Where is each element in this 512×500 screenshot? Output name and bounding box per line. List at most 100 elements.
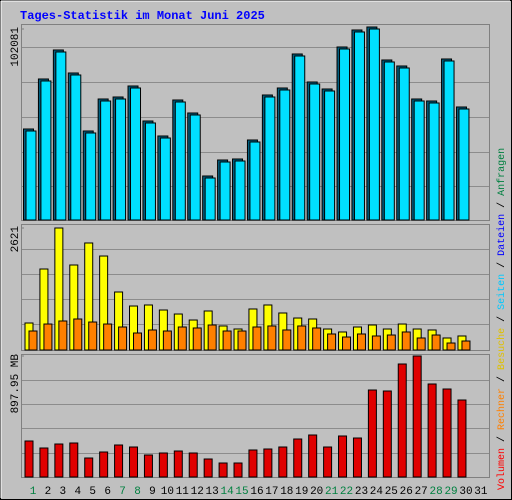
x-tick-label: 23 (355, 486, 368, 498)
bar (248, 449, 258, 478)
bar (282, 329, 292, 351)
x-tick-label: 14 (220, 486, 234, 498)
bar (371, 335, 381, 351)
bar (401, 331, 411, 351)
bar (342, 336, 352, 351)
bar (297, 325, 307, 351)
y-tick-label: 897.95 MB (10, 354, 22, 414)
legend-separator: / (496, 196, 508, 214)
bar (442, 388, 452, 478)
bar (73, 318, 83, 351)
bar (427, 383, 437, 478)
x-tick-label: 19 (295, 486, 308, 498)
bar (144, 122, 156, 221)
x-tick-label: 21 (325, 486, 339, 498)
bar (327, 333, 337, 351)
legend-separator: / (496, 370, 508, 388)
bar (188, 452, 198, 478)
x-tick-label: 27 (415, 486, 428, 498)
x-tick-label: 30 (459, 486, 472, 498)
bar (412, 355, 422, 478)
bar (43, 323, 53, 351)
bar (55, 51, 67, 221)
bar (88, 321, 98, 351)
x-tick-label: 8 (134, 486, 141, 498)
bar (398, 67, 410, 221)
bar (85, 132, 97, 221)
bar (308, 434, 318, 478)
bar (133, 332, 143, 351)
bar (84, 457, 94, 478)
bar (249, 141, 261, 221)
bar (383, 61, 395, 221)
bar (323, 446, 333, 478)
x-tick-label: 4 (74, 486, 81, 498)
x-tick-label: 29 (444, 486, 457, 498)
y-tick-label: 2621 (10, 226, 22, 253)
x-tick-label: 15 (235, 486, 248, 498)
legend-item: Volumen (496, 448, 508, 490)
x-tick-label: 1 (30, 486, 37, 498)
bar (413, 100, 425, 221)
bar (189, 114, 201, 221)
bar (237, 330, 247, 351)
x-tick-label: 10 (161, 486, 174, 498)
bar (204, 177, 216, 221)
bar (309, 83, 321, 221)
legend-item: Anfragen (496, 148, 508, 196)
bar (356, 333, 366, 351)
bar (446, 342, 456, 351)
x-tick-label: 24 (370, 486, 384, 498)
bar (293, 438, 303, 478)
bar (234, 160, 246, 221)
bar (312, 327, 322, 351)
bar (397, 363, 407, 478)
bar (118, 326, 128, 351)
bar (39, 447, 49, 478)
bar (25, 130, 37, 221)
bar (70, 74, 82, 221)
bar (28, 330, 38, 351)
legend-item: Seiten (496, 274, 508, 310)
x-tick-label: 2 (45, 486, 52, 498)
bar (386, 334, 396, 351)
x-tick-label: 16 (250, 486, 263, 498)
x-tick-label: 6 (104, 486, 111, 498)
x-tick-label: 28 (430, 486, 443, 498)
legend-item: Besuche (496, 328, 508, 370)
bar (233, 462, 243, 478)
legend-item: Dateien (496, 214, 508, 256)
legend-separator: / (496, 430, 508, 448)
legend-separator: / (496, 310, 508, 328)
bar (203, 458, 213, 478)
bar (158, 452, 168, 478)
bar (129, 446, 139, 478)
bar (58, 320, 68, 351)
bar (443, 60, 455, 221)
x-tick-label: 18 (280, 486, 293, 498)
x-tick-label: 22 (340, 486, 353, 498)
legend-separator: / (496, 256, 508, 274)
bar (54, 443, 64, 478)
bar (219, 161, 231, 221)
bar (207, 324, 217, 351)
bar (457, 399, 467, 478)
legend-item: Rechner (496, 388, 508, 430)
x-tick-label: 20 (310, 486, 323, 498)
bar (294, 55, 306, 221)
bar (99, 451, 109, 478)
x-tick-label: 9 (149, 486, 156, 498)
bar (264, 96, 276, 221)
bar (416, 337, 426, 351)
x-tick-label: 25 (385, 486, 398, 498)
bar (218, 462, 228, 478)
x-tick-label: 31 (474, 486, 488, 498)
bar (177, 326, 187, 351)
bar (263, 448, 273, 478)
bar (130, 87, 142, 221)
bar (279, 89, 291, 221)
legend: Volumen / Rechner / Besuche / Seiten / D… (496, 148, 508, 490)
chart-title: Tages-Statistik im Monat Juni 2025 (20, 9, 265, 23)
bar (267, 325, 277, 351)
